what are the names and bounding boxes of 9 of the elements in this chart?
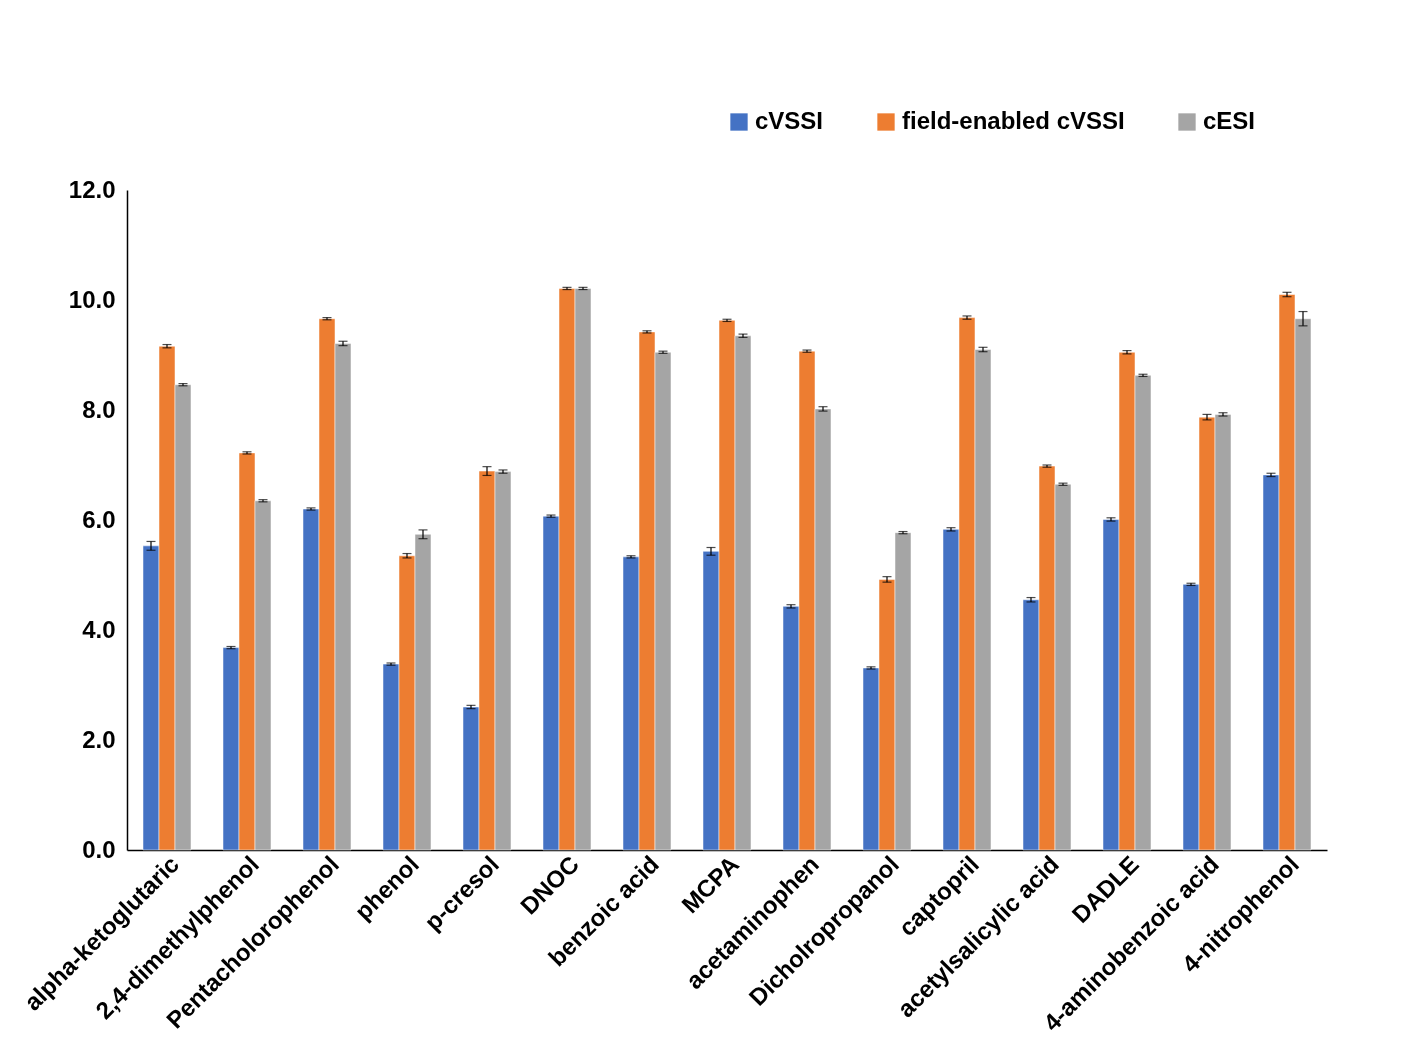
legend-label: field-enabled cVSSI — [902, 107, 1125, 134]
y-tick-label: 6.0 — [82, 505, 116, 533]
y-tick-label: 12.0 — [68, 175, 116, 203]
y-tick-label: 2.0 — [82, 725, 116, 753]
y-tick-label: 4.0 — [82, 615, 116, 643]
y-tick-label: 8.0 — [82, 395, 116, 423]
legend-label: cESI — [1203, 107, 1256, 134]
y-tick-label: 10.0 — [68, 285, 116, 313]
legend-label: cVSSI — [755, 107, 824, 134]
